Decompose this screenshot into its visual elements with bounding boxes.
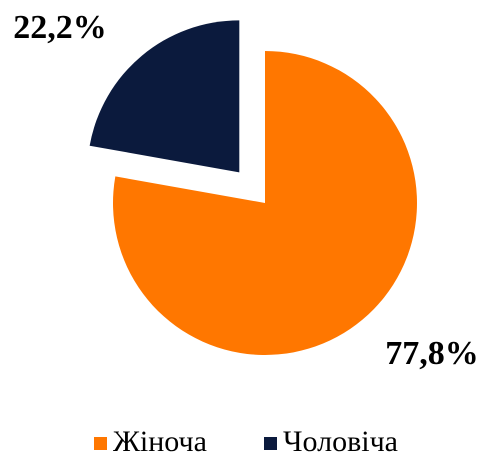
legend-swatch	[264, 437, 277, 450]
legend-label: Чоловіча	[283, 425, 398, 458]
pie-slice	[89, 20, 240, 173]
data-label: 22,2%	[13, 9, 107, 46]
legend-label: Жіноча	[113, 425, 207, 458]
legend-swatch	[94, 437, 107, 450]
data-label: 77,8%	[385, 335, 479, 372]
pie-slice	[112, 51, 417, 355]
